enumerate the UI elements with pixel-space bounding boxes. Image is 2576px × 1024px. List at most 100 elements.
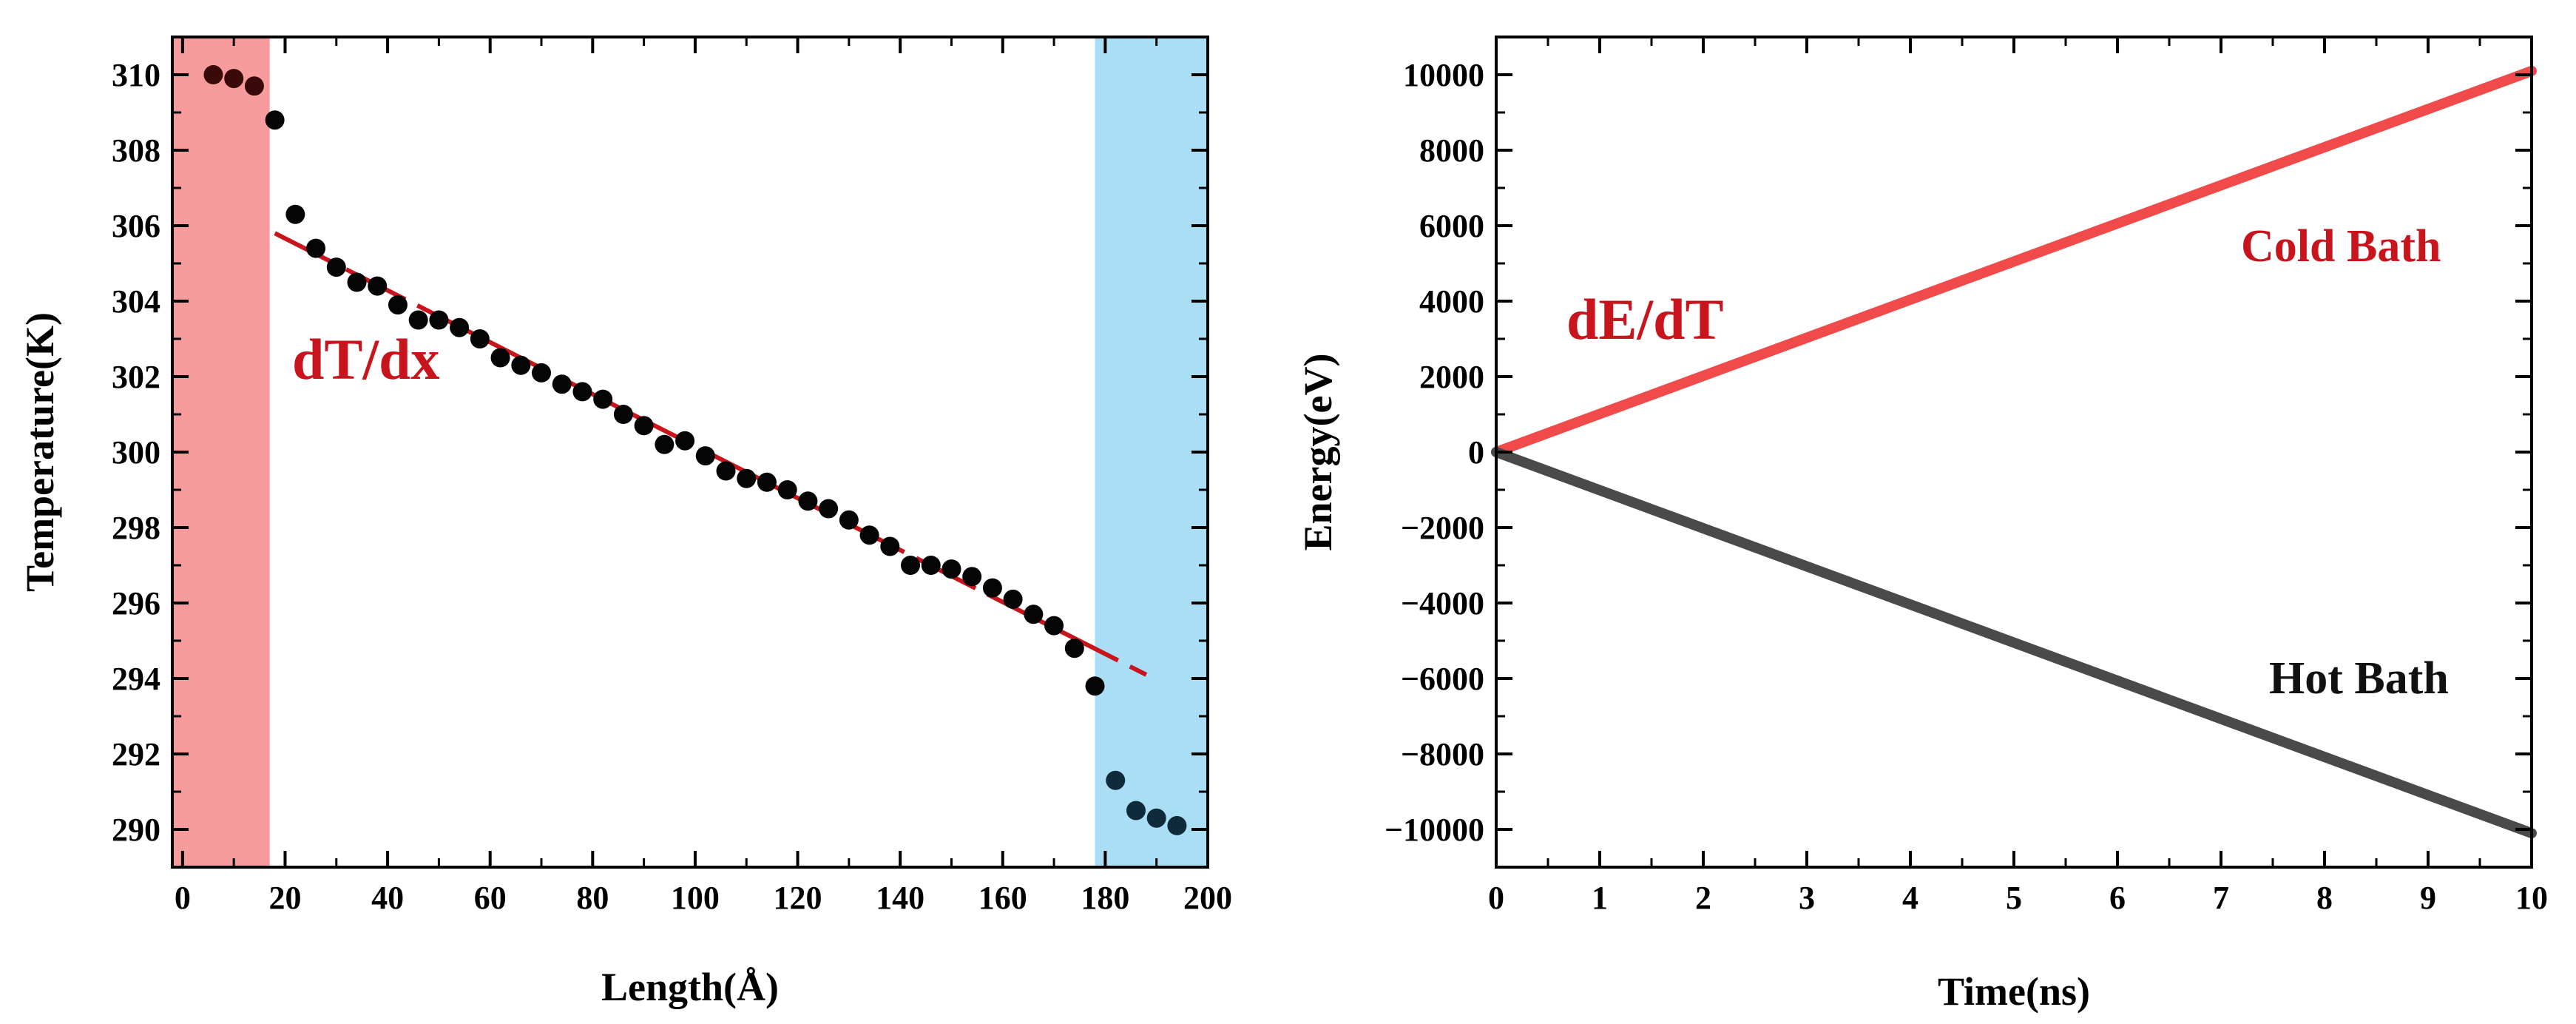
temperature-chart-frame	[171, 36, 1209, 869]
data-point	[757, 472, 777, 492]
data-point	[388, 295, 408, 315]
data-point	[1126, 801, 1146, 821]
hot-bath-line	[1491, 447, 2537, 839]
data-point	[798, 491, 818, 511]
data-point	[326, 257, 346, 277]
p2-ytick-label: −10000	[1385, 812, 1484, 848]
p2-ytick-label: −6000	[1401, 661, 1484, 697]
p2-xtick-label: 5	[2006, 880, 2022, 916]
data-point	[224, 69, 244, 89]
p2-ytick-label: −4000	[1401, 585, 1484, 622]
data-point	[1044, 616, 1064, 636]
p1-ytick-label: 310	[112, 57, 160, 93]
energy-chart: 0 1 2 3 4 5 6 7 8 9 10 −10000 −8000 −6000 −4000 −2000 0 2…	[1296, 36, 2548, 1014]
data-point	[859, 525, 879, 545]
data-point	[306, 238, 326, 258]
data-point	[450, 317, 470, 337]
p2-xtick-label: 2	[1695, 880, 1711, 916]
p1-xtick-label: 180	[1081, 880, 1129, 916]
temperature-chart: 0 20 40 60 80 100 120 140 160 180 200 290 292 294 296 2…	[18, 36, 1232, 1009]
time-axis-label: Time(ns)	[1938, 969, 2090, 1014]
p1-xtick-label: 0	[175, 880, 191, 916]
data-point	[839, 510, 859, 530]
data-point	[901, 556, 921, 575]
data-point	[1064, 639, 1084, 658]
p2-xtick-label: 10	[2515, 880, 2548, 916]
p1-xtick-label: 160	[978, 880, 1027, 916]
p2-xtick-label: 0	[1488, 880, 1504, 916]
p1-ytick-label: 302	[112, 359, 160, 395]
length-axis-label: Length(Å)	[601, 965, 779, 1009]
data-point	[880, 536, 900, 556]
p1-xtick-label: 100	[671, 880, 720, 916]
p1-xtick-label: 120	[774, 880, 822, 916]
p1-xtick-label: 20	[268, 880, 301, 916]
data-point	[1024, 604, 1044, 624]
p2-xtick-label: 4	[1902, 880, 1919, 916]
p1-ytick-label: 304	[112, 283, 160, 320]
p1-ytick-label: 298	[112, 510, 160, 546]
data-point	[695, 446, 715, 466]
p2-xtick-label: 1	[1592, 880, 1608, 916]
p2-xtick-label: 3	[1799, 880, 1815, 916]
p1-xtick-label: 60	[474, 880, 507, 916]
data-point	[532, 363, 552, 383]
energy-chart-frame	[1495, 36, 2533, 869]
data-point	[347, 272, 367, 292]
p1-xtick-label: 80	[576, 880, 609, 916]
p1-ytick-label: 300	[112, 434, 160, 471]
data-point	[962, 567, 982, 587]
p2-ytick-label: 8000	[1419, 132, 1484, 169]
data-point	[1106, 770, 1126, 790]
p2-ytick-label: −8000	[1401, 736, 1484, 772]
p1-xtick-label: 40	[371, 880, 404, 916]
data-point	[265, 110, 285, 130]
hot-bath-label: Hot Bath	[2269, 653, 2449, 704]
data-point	[429, 310, 449, 330]
data-point	[511, 355, 531, 375]
data-point	[408, 310, 428, 330]
data-point	[1167, 815, 1187, 835]
data-point	[613, 405, 633, 424]
slope-annotation: dE/dT	[1566, 287, 1723, 351]
data-point	[285, 204, 305, 224]
p1-ytick-label: 290	[112, 812, 160, 848]
data-point	[634, 416, 654, 436]
p2-xtick-label: 6	[2109, 880, 2126, 916]
p1-xtick-label: 140	[876, 880, 924, 916]
p1-ytick-label: 306	[112, 208, 160, 244]
data-point	[1146, 808, 1166, 828]
data-point	[572, 382, 592, 402]
p2-ytick-label: 0	[1468, 434, 1484, 471]
data-point	[737, 468, 757, 488]
data-point	[942, 559, 961, 579]
p2-xtick-label: 9	[2420, 880, 2436, 916]
data-point	[368, 276, 388, 296]
data-point	[675, 431, 695, 451]
data-point	[921, 556, 941, 575]
data-point	[490, 348, 510, 368]
energy-axis-label: Energy(eV)	[1296, 354, 1340, 551]
p1-ytick-label: 292	[112, 736, 160, 772]
p1-xtick-label: 200	[1183, 880, 1232, 916]
data-point	[777, 480, 797, 499]
data-point	[470, 329, 490, 348]
p2-ytick-label: 10000	[1403, 57, 1484, 93]
data-point	[655, 434, 675, 454]
data-point	[819, 499, 839, 519]
p2-xtick-label: 7	[2213, 880, 2229, 916]
data-point	[716, 461, 736, 481]
data-point	[593, 389, 613, 409]
p1-ytick-label: 294	[112, 661, 160, 697]
data-point	[1085, 676, 1105, 696]
p2-ytick-label: 6000	[1419, 208, 1484, 244]
data-point	[982, 578, 1002, 598]
cold-region	[1095, 37, 1208, 867]
p2-ytick-label: 4000	[1419, 283, 1484, 320]
p1-ytick-label: 296	[112, 585, 160, 622]
cold-bath-line	[1491, 65, 2537, 457]
data-point	[552, 374, 572, 394]
gradient-annotation: dT/dx	[292, 327, 439, 391]
cold-bath-label: Cold Bath	[2241, 221, 2441, 272]
